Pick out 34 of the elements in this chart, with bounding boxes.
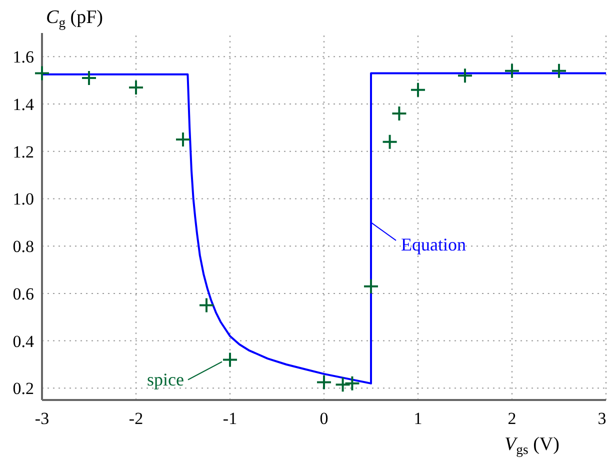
y-tick-label: 1.6 <box>12 48 34 67</box>
x-tick-label: -3 <box>34 409 50 428</box>
x-tick-label: 2 <box>508 409 516 428</box>
x-tick-label: 0 <box>320 409 328 428</box>
legend-label: spice <box>147 370 184 390</box>
y-tick-label: 0.2 <box>12 379 34 398</box>
y-tick-label: 1.2 <box>12 142 34 162</box>
point <box>551 62 567 79</box>
point <box>128 79 144 96</box>
point <box>504 62 520 79</box>
point <box>382 134 398 150</box>
point <box>81 70 97 86</box>
point <box>410 82 426 98</box>
x-axis-title: V$_{gs}$ (V) <box>504 434 560 456</box>
y-tick-label: 0.6 <box>12 284 34 304</box>
point <box>334 376 351 393</box>
point <box>344 375 360 392</box>
x-tick-label: -2 <box>128 409 144 428</box>
series-label: Equation <box>401 234 466 254</box>
x-tick-label: 3 <box>598 409 606 428</box>
y-tick-label: 0.4 <box>12 332 34 351</box>
y-tick-label: 1.4 <box>12 95 34 114</box>
y-tick-label: 0.8 <box>12 237 34 256</box>
point <box>391 106 408 122</box>
point <box>175 132 191 148</box>
point <box>457 68 473 84</box>
point <box>316 374 332 390</box>
x-tick-label: -1 <box>222 409 238 428</box>
point <box>34 65 50 82</box>
y-tick-label: 1.0 <box>12 190 34 209</box>
point <box>198 297 214 314</box>
x-tick-label: 1 <box>414 409 422 428</box>
point <box>363 278 379 294</box>
y-axis-title: C$_{g}$ (pF) <box>46 7 104 30</box>
